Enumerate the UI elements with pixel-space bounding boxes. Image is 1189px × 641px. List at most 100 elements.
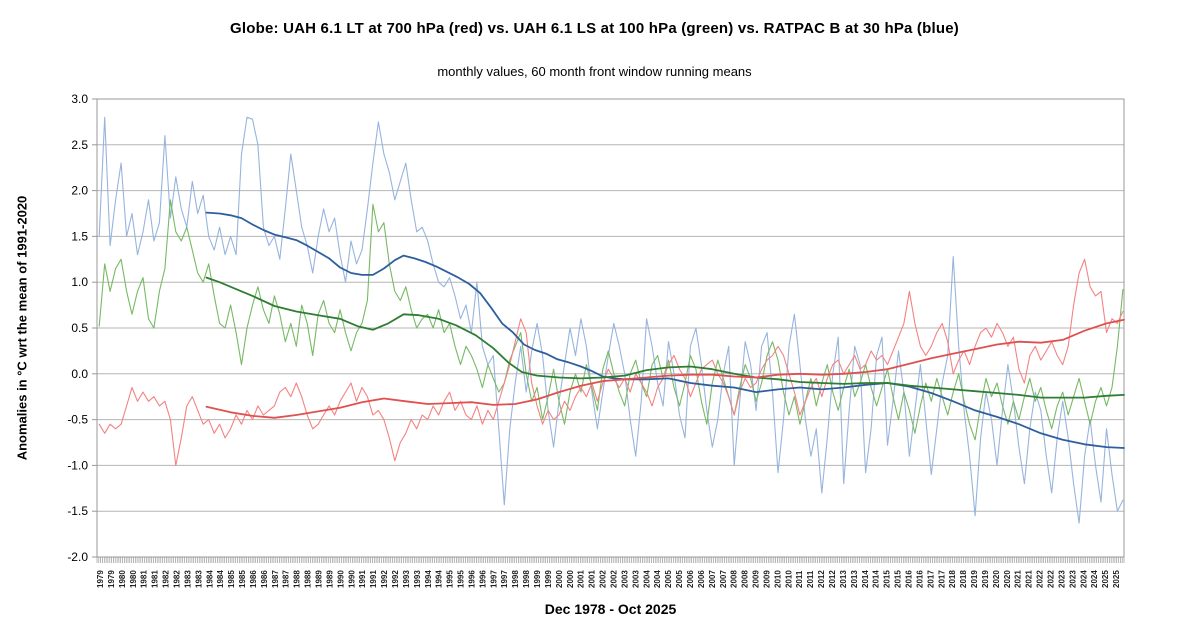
x-tick-label: 2009 (762, 570, 771, 588)
x-tick-label: 2002 (599, 570, 608, 588)
y-tick-label: 1.0 (71, 275, 88, 289)
x-tick-label: 2017 (926, 570, 935, 588)
series-line-uah-6-1-ls-100-hpa-monthly (98, 199, 1124, 441)
x-tick-label: 2012 (817, 570, 826, 588)
x-tick-label: 1983 (183, 570, 192, 588)
x-tick-label: 2025 (1101, 570, 1110, 588)
x-tick-label: 2021 (1014, 570, 1023, 588)
x-tick-label: 2022 (1047, 570, 1056, 588)
y-tick-label: -2.0 (67, 550, 88, 564)
x-tick-label: 1996 (467, 570, 476, 588)
y-tick-label: 3.0 (71, 92, 88, 106)
x-tick-label: 2001 (577, 570, 586, 588)
x-tick-label: 2000 (566, 570, 575, 588)
x-tick-label: 1981 (151, 570, 160, 588)
series-line-uah-6-1-lt-700-hpa-60-month-running-mean (205, 318, 1125, 419)
x-tick-label: 1989 (315, 570, 324, 588)
x-tick-label: 2019 (981, 570, 990, 588)
x-tick-label: 2025 (1112, 570, 1121, 588)
x-tick-label: 1998 (522, 570, 531, 588)
y-tick-label: -1.0 (67, 458, 88, 472)
x-tick-label: 2012 (828, 570, 837, 588)
x-tick-label: 2013 (839, 570, 848, 588)
x-tick-label: 2021 (1025, 570, 1034, 588)
x-tick-label: 2004 (653, 570, 662, 588)
x-axis-title: Dec 1978 - Oct 2025 (544, 601, 677, 617)
x-tick-label: 1980 (129, 570, 138, 588)
x-tick-label: 2010 (784, 570, 793, 588)
x-tick-label: 2014 (872, 570, 881, 588)
x-tick-label: 1982 (162, 570, 171, 588)
series-line-uah-6-1-lt-700-hpa-monthly (98, 258, 1124, 466)
x-tick-label: 1992 (380, 570, 389, 588)
x-tick-label: 2020 (1003, 570, 1012, 588)
x-tick-label: 2010 (773, 570, 782, 588)
x-tick-label: 2002 (610, 570, 619, 588)
x-tick-label: 2007 (719, 570, 728, 588)
x-tick-label: 1999 (544, 570, 553, 588)
x-tick-label: 1989 (325, 570, 334, 588)
x-tick-label: 2011 (806, 570, 815, 588)
x-tick-label: 1999 (533, 570, 542, 588)
x-tick-label: 1987 (271, 570, 280, 588)
x-tick-label: 1990 (347, 570, 356, 588)
x-tick-label: 1996 (478, 570, 487, 588)
x-tick-label: 1988 (293, 570, 302, 588)
x-tick-label: 2016 (915, 570, 924, 588)
x-tick-label: 2024 (1079, 570, 1088, 588)
x-tick-label: 2017 (937, 570, 946, 588)
x-tick-label: 1994 (435, 570, 444, 588)
x-tick-label: 1991 (369, 570, 378, 588)
y-tick-label: 2.5 (71, 138, 88, 152)
x-tick-label: 2011 (795, 570, 804, 588)
x-tick-label: 1992 (391, 570, 400, 588)
x-tick-label: 2013 (850, 570, 859, 588)
series-line-ratpac-b-30-hpa-monthly (98, 116, 1124, 524)
x-tick-label: 2018 (948, 570, 957, 588)
y-tick-label: 1.5 (71, 229, 88, 243)
x-tick-label: 2014 (861, 570, 870, 588)
x-tick-label: 1985 (227, 570, 236, 588)
x-tick-label: 2019 (970, 570, 979, 588)
x-tick-label: 1984 (216, 570, 225, 588)
x-tick-label: 2008 (741, 570, 750, 588)
x-tick-label: 2004 (642, 570, 651, 588)
x-tick-label: 1991 (358, 570, 367, 588)
x-tick-label: 1986 (249, 570, 258, 588)
x-tick-label: 2022 (1036, 570, 1045, 588)
x-tick-label: 2007 (708, 570, 717, 588)
chart-subtitle: monthly values, 60 month front window ru… (437, 64, 752, 79)
x-tick-label: 2023 (1057, 570, 1066, 588)
x-tick-label: 2006 (697, 570, 706, 588)
y-tick-label: 2.0 (71, 184, 88, 198)
x-tick-label: 1979 (96, 570, 105, 588)
x-tick-label: 1998 (511, 570, 520, 588)
x-tick-label: 2003 (620, 570, 629, 588)
x-tick-label: 1988 (304, 570, 313, 588)
y-tick-label: 0.0 (71, 367, 88, 381)
x-tick-label: 2008 (730, 570, 739, 588)
x-tick-label: 1995 (446, 570, 455, 588)
x-tick-label: 2005 (675, 570, 684, 588)
x-tick-label: 1984 (205, 570, 214, 588)
x-tick-label: 1983 (194, 570, 203, 588)
x-tick-label: 2003 (631, 570, 640, 588)
x-tick-label: 2023 (1068, 570, 1077, 588)
x-tick-label: 2006 (686, 570, 695, 588)
x-tick-label: 1997 (489, 570, 498, 588)
x-month-ticks (96, 557, 1125, 563)
x-tick-label: 1979 (107, 570, 116, 588)
x-tick-label: 1985 (238, 570, 247, 588)
x-tick-label: 1980 (118, 570, 127, 588)
x-tick-label: 2015 (883, 570, 892, 588)
x-tick-label: 1995 (457, 570, 466, 588)
x-tick-label: 2024 (1090, 570, 1099, 588)
x-tick-label: 1997 (500, 570, 509, 588)
x-tick-label: 1982 (172, 570, 181, 588)
x-tick-label: 1994 (424, 570, 433, 588)
chart-title: Globe: UAH 6.1 LT at 700 hPa (red) vs. U… (230, 20, 959, 37)
y-tick-label: 0.5 (71, 321, 88, 335)
x-tick-label: 2020 (992, 570, 1001, 588)
